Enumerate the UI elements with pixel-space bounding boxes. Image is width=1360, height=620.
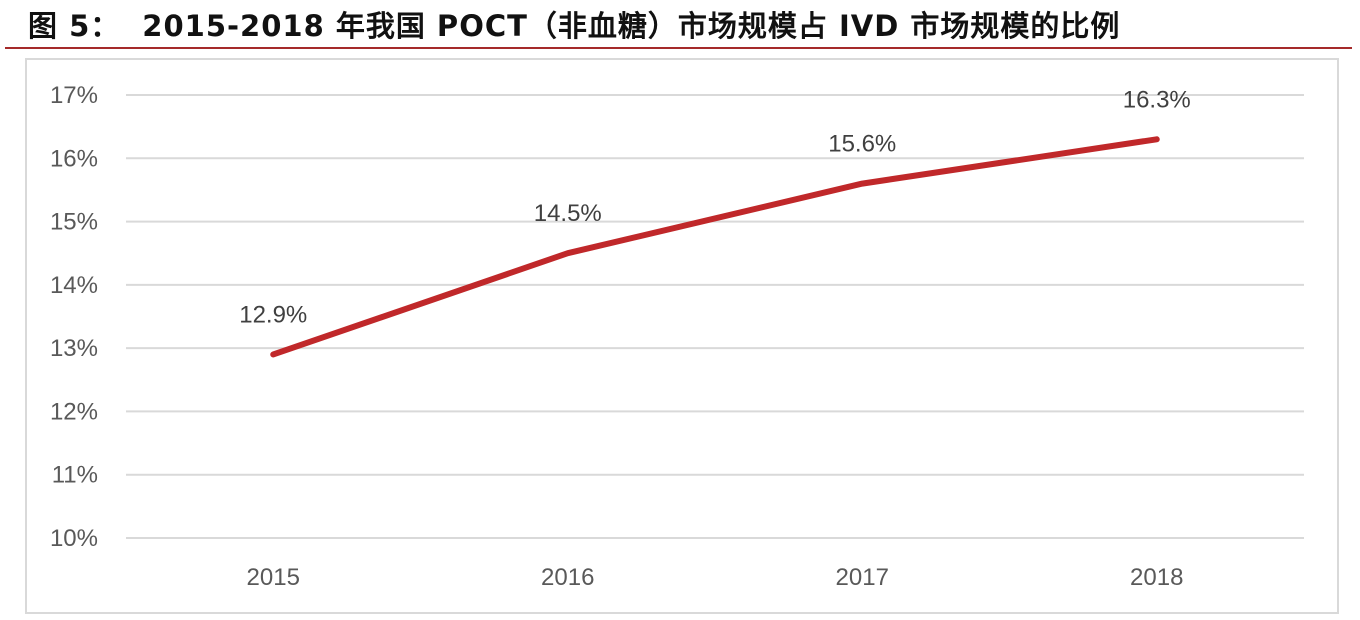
gridlines [126, 94, 1304, 539]
y-tick-label: 13% [50, 335, 98, 362]
figure-title: 图 5： 2015-2018 年我国 POCT（非血糖）市场规模占 IVD 市场规… [28, 6, 1120, 46]
y-tick-label: 15% [50, 209, 98, 236]
x-tick-label: 2015 [247, 564, 300, 591]
y-tick-label: 14% [50, 272, 98, 299]
data-label: 16.3% [1123, 86, 1191, 113]
figure-number: 图 5： [28, 9, 121, 43]
y-tick-label: 16% [50, 145, 98, 172]
chart-frame [25, 58, 1339, 614]
data-label: 14.5% [534, 200, 602, 227]
data-series [270, 136, 1160, 358]
x-tick-label: 2016 [541, 564, 594, 591]
y-tick-label: 10% [50, 525, 98, 552]
x-tick-label: 2017 [836, 564, 889, 591]
data-labels: 12.9% 14.5% 15.6% 16.3% [239, 86, 1191, 328]
x-tick-label: 2018 [1130, 564, 1183, 591]
series-line [270, 136, 1160, 358]
x-axis-labels: 2015 2016 2017 2018 [247, 564, 1184, 591]
y-axis-labels: 10% 11% 12% 13% 14% 15% 16% 17% [50, 82, 98, 552]
figure-title-text: 2015-2018 年我国 POCT（非血糖）市场规模占 IVD 市场规模的比例 [142, 9, 1121, 43]
title-divider [5, 47, 1352, 49]
y-tick-label: 12% [50, 398, 98, 425]
y-tick-label: 17% [50, 82, 98, 109]
y-tick-label: 11% [52, 462, 98, 489]
data-label: 12.9% [239, 301, 307, 328]
data-label: 15.6% [828, 131, 896, 158]
